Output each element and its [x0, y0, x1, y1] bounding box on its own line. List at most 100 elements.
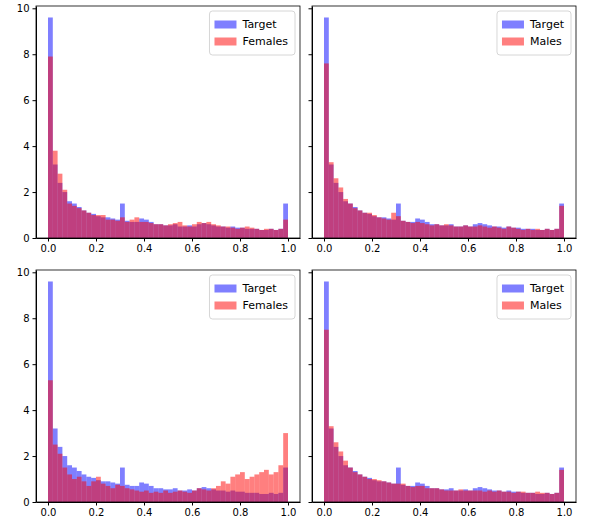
bar — [77, 207, 82, 238]
tick-label: 6 — [23, 359, 29, 370]
bar — [58, 174, 63, 238]
tick: 0.0 — [41, 502, 57, 518]
bar — [77, 208, 82, 238]
tick: 8 — [23, 49, 36, 60]
bar — [115, 485, 120, 502]
bar — [468, 491, 473, 502]
bar — [324, 63, 329, 238]
bar — [410, 222, 415, 238]
tick-mark — [309, 364, 313, 365]
bar — [521, 229, 526, 238]
bar — [487, 491, 492, 502]
bar — [521, 492, 526, 502]
tick-mark — [372, 502, 373, 506]
bar — [86, 486, 91, 502]
legend: TargetFemales — [209, 275, 295, 319]
bar — [362, 213, 367, 238]
bar — [221, 481, 226, 502]
bar — [182, 492, 187, 502]
bar — [367, 478, 372, 502]
bar — [386, 218, 391, 238]
bar — [91, 478, 96, 502]
bar — [425, 224, 430, 238]
bar — [53, 151, 58, 238]
tick — [309, 238, 313, 239]
bar — [269, 474, 274, 502]
bar — [401, 221, 406, 238]
tick: 6 — [23, 95, 36, 106]
tick-label: 1.0 — [557, 507, 573, 518]
bar — [545, 229, 550, 238]
bar — [358, 210, 363, 238]
bar — [283, 204, 288, 238]
bar — [492, 492, 497, 502]
bar — [144, 220, 149, 238]
bar — [473, 488, 478, 502]
bar — [149, 223, 154, 238]
tick-mark — [33, 238, 37, 239]
frame — [36, 270, 300, 502]
bar — [420, 220, 425, 238]
bar — [240, 228, 245, 238]
bar — [473, 491, 478, 502]
bar — [163, 489, 168, 502]
bar — [530, 493, 535, 502]
bar — [478, 487, 483, 502]
bar — [96, 215, 101, 238]
tick-label: 0 — [23, 497, 29, 508]
bar — [492, 227, 497, 238]
bar — [324, 17, 329, 238]
bar — [158, 488, 163, 502]
bar — [511, 228, 516, 238]
tick — [309, 8, 313, 9]
bar — [516, 492, 521, 502]
bar — [82, 481, 87, 502]
tick-label: 0.2 — [365, 507, 381, 518]
tick-label: 0.0 — [41, 507, 57, 518]
bar — [67, 204, 72, 238]
bar — [545, 493, 550, 502]
tick-label: 0.8 — [233, 243, 249, 254]
bar — [329, 162, 334, 238]
bar — [259, 230, 264, 238]
bar — [235, 474, 240, 502]
tick-mark — [96, 502, 97, 506]
tick-label: 0.4 — [137, 507, 153, 518]
tick-label: 0.8 — [509, 243, 525, 254]
bar — [358, 474, 363, 502]
bar — [516, 228, 521, 238]
tick-mark — [309, 146, 313, 147]
tick-label: 4 — [23, 405, 29, 416]
bar — [454, 227, 459, 238]
legend: TargetMales — [497, 275, 571, 319]
legend-label: Females — [242, 299, 288, 312]
x-axis: 0.00.20.40.60.81.0 — [37, 238, 301, 254]
tick-mark — [309, 192, 313, 193]
tick-label: 1.0 — [557, 243, 573, 254]
tick-label: 0.0 — [317, 507, 333, 518]
tick: 10 — [17, 267, 36, 278]
bar — [550, 230, 555, 238]
bar — [269, 229, 274, 238]
bar — [125, 221, 130, 238]
bar — [48, 17, 53, 238]
tick-mark — [33, 192, 37, 193]
bar — [206, 491, 211, 502]
bar — [134, 491, 139, 502]
bar — [338, 451, 343, 502]
tick: 0.2 — [89, 502, 105, 518]
bar — [187, 493, 192, 502]
bar — [274, 230, 279, 238]
bar — [110, 218, 115, 238]
bar — [110, 482, 115, 502]
bar — [48, 281, 53, 502]
tick-mark — [468, 238, 469, 242]
tick-mark — [144, 238, 145, 242]
bar — [415, 486, 420, 502]
bar — [468, 491, 473, 502]
bar — [391, 484, 396, 502]
tick-label: 0.8 — [233, 507, 249, 518]
bar — [478, 225, 483, 238]
tick: 2 — [23, 451, 36, 462]
legend-box — [497, 275, 571, 319]
